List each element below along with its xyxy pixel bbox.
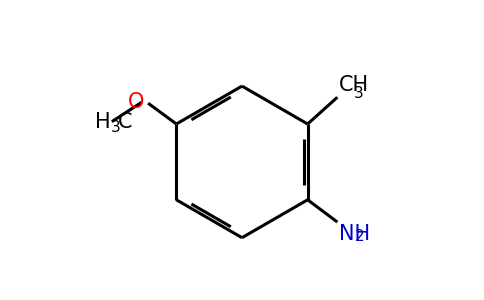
Text: NH: NH xyxy=(339,224,370,244)
Text: O: O xyxy=(128,92,145,112)
Text: CH: CH xyxy=(339,75,369,95)
Text: 3: 3 xyxy=(354,86,364,101)
Text: 2: 2 xyxy=(355,229,365,244)
Text: 3: 3 xyxy=(111,120,121,135)
Text: C: C xyxy=(118,112,132,132)
Text: H: H xyxy=(95,112,111,132)
